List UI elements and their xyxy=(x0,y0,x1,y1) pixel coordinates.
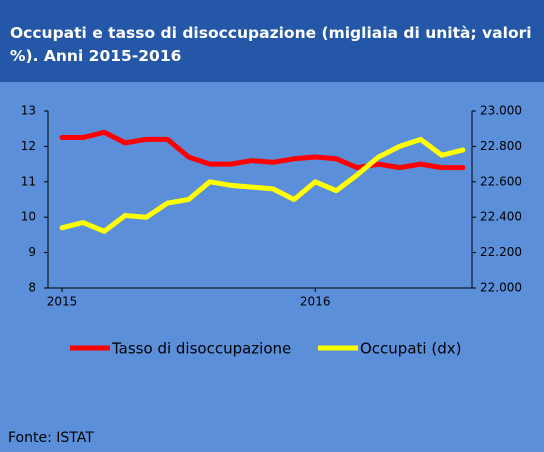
y2-tick-label: 22.800 xyxy=(480,139,522,153)
y2-tick-label: 22.600 xyxy=(480,174,522,188)
x-tick-label: 2015 xyxy=(47,295,78,309)
y2-tick-label: 22.200 xyxy=(480,245,522,259)
chart-title: Occupati e tasso di disoccupazione (migl… xyxy=(0,0,544,82)
y-tick-label: 11 xyxy=(21,174,36,188)
legend-label: Occupati (dx) xyxy=(360,340,461,358)
y2-tick-label: 23.000 xyxy=(480,104,522,118)
y-tick-label: 13 xyxy=(21,104,36,118)
legend-label: Tasso di disoccupazione xyxy=(111,340,291,358)
line-series xyxy=(59,136,466,234)
y2-tick-label: 22.000 xyxy=(480,281,522,295)
y-tick-label: 10 xyxy=(21,210,36,224)
y-tick-label: 8 xyxy=(28,281,36,295)
y-tick-label: 9 xyxy=(28,245,36,259)
y-tick-label: 12 xyxy=(21,139,36,153)
x-tick-label: 2016 xyxy=(300,295,331,309)
line-series xyxy=(59,129,466,171)
source: Fonte: ISTAT xyxy=(8,430,94,446)
y2-tick-label: 22.400 xyxy=(480,210,522,224)
